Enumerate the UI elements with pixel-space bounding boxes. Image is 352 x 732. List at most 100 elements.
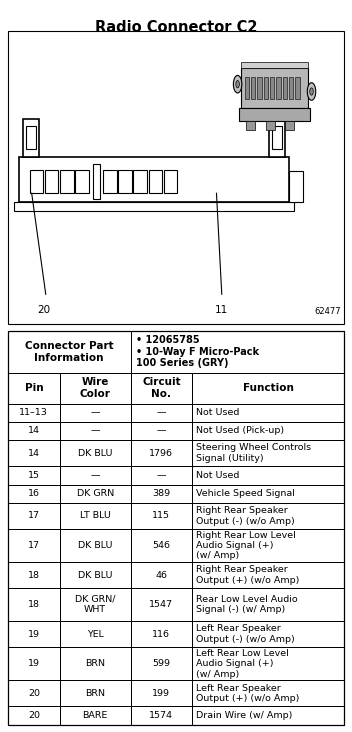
- Text: Not Used: Not Used: [196, 408, 240, 417]
- Bar: [245, 77, 249, 99]
- Bar: [289, 171, 303, 202]
- Bar: [93, 164, 100, 199]
- Text: 20: 20: [28, 711, 40, 720]
- Circle shape: [307, 83, 316, 100]
- Text: 599: 599: [152, 660, 170, 668]
- Text: BARE: BARE: [83, 711, 108, 720]
- Text: DK BLU: DK BLU: [78, 449, 113, 458]
- Text: Function: Function: [243, 383, 294, 393]
- Text: Drain Wire (w/ Amp): Drain Wire (w/ Amp): [196, 711, 293, 720]
- Text: —: —: [90, 427, 100, 436]
- Bar: [239, 108, 310, 121]
- Bar: [118, 170, 132, 193]
- Bar: [272, 126, 282, 149]
- Text: Not Used: Not Used: [196, 471, 240, 480]
- Bar: [23, 119, 39, 157]
- Bar: [269, 119, 285, 157]
- Text: —: —: [157, 427, 166, 436]
- Bar: [251, 77, 255, 99]
- Text: 11: 11: [215, 305, 228, 315]
- Text: 116: 116: [152, 630, 170, 639]
- Text: 20: 20: [28, 689, 40, 698]
- Bar: [241, 62, 308, 68]
- Bar: [133, 170, 147, 193]
- Text: 20: 20: [37, 305, 51, 315]
- Bar: [14, 202, 294, 211]
- Text: DK GRN: DK GRN: [77, 489, 114, 498]
- Text: LT BLU: LT BLU: [80, 512, 111, 520]
- Text: Circuit
No.: Circuit No.: [142, 378, 181, 399]
- Bar: [264, 77, 268, 99]
- Text: —: —: [90, 408, 100, 417]
- Text: 18: 18: [28, 600, 40, 609]
- Bar: [241, 68, 308, 108]
- Text: 18: 18: [28, 570, 40, 580]
- Text: —: —: [90, 471, 100, 480]
- Bar: [149, 170, 162, 193]
- Bar: [8, 331, 344, 725]
- Bar: [246, 121, 255, 130]
- Text: —: —: [157, 471, 166, 480]
- Text: Right Rear Speaker
Output (+) (w/o Amp): Right Rear Speaker Output (+) (w/o Amp): [196, 565, 300, 585]
- Text: 15: 15: [28, 471, 40, 480]
- Text: DK GRN/
WHT: DK GRN/ WHT: [75, 595, 115, 614]
- Text: Radio Connector C2: Radio Connector C2: [95, 20, 257, 35]
- Text: Not Used (Pick-up): Not Used (Pick-up): [196, 427, 284, 436]
- Text: Steering Wheel Controls
Signal (Utility): Steering Wheel Controls Signal (Utility): [196, 444, 312, 463]
- Text: 11–13: 11–13: [19, 408, 48, 417]
- Text: 115: 115: [152, 512, 170, 520]
- Text: DK BLU: DK BLU: [78, 570, 113, 580]
- Text: Rear Low Level Audio
Signal (-) (w/ Amp): Rear Low Level Audio Signal (-) (w/ Amp): [196, 595, 298, 614]
- Text: 1574: 1574: [149, 711, 174, 720]
- Bar: [75, 170, 89, 193]
- Text: 17: 17: [28, 512, 40, 520]
- Circle shape: [236, 81, 239, 88]
- Text: Connector Part
Information: Connector Part Information: [25, 341, 113, 362]
- Text: 389: 389: [152, 489, 170, 498]
- Bar: [19, 157, 289, 202]
- Text: 14: 14: [28, 449, 40, 458]
- Text: DK BLU: DK BLU: [78, 541, 113, 550]
- Text: Left Rear Speaker
Output (-) (w/o Amp): Left Rear Speaker Output (-) (w/o Amp): [196, 624, 295, 644]
- Bar: [270, 77, 274, 99]
- Bar: [289, 77, 293, 99]
- Text: 14: 14: [28, 427, 40, 436]
- Text: Vehicle Speed Signal: Vehicle Speed Signal: [196, 489, 295, 498]
- Text: 1796: 1796: [149, 449, 174, 458]
- Text: 46: 46: [155, 570, 167, 580]
- Text: Left Rear Speaker
Output (+) (w/o Amp): Left Rear Speaker Output (+) (w/o Amp): [196, 684, 300, 703]
- Bar: [283, 77, 287, 99]
- Text: Right Rear Speaker
Output (-) (w/o Amp): Right Rear Speaker Output (-) (w/o Amp): [196, 507, 295, 526]
- Text: 62477: 62477: [315, 307, 341, 316]
- Text: BRN: BRN: [85, 689, 105, 698]
- Circle shape: [233, 75, 242, 93]
- Bar: [266, 121, 275, 130]
- Circle shape: [310, 88, 313, 95]
- Bar: [45, 170, 58, 193]
- Text: 546: 546: [152, 541, 170, 550]
- Bar: [164, 170, 177, 193]
- Bar: [30, 170, 43, 193]
- Text: YEL: YEL: [87, 630, 104, 639]
- Text: Left Rear Low Level
Audio Signal (+)
(w/ Amp): Left Rear Low Level Audio Signal (+) (w/…: [196, 649, 289, 679]
- Text: Pin: Pin: [25, 383, 43, 393]
- Bar: [276, 77, 281, 99]
- Bar: [103, 170, 117, 193]
- Bar: [257, 77, 262, 99]
- Text: 199: 199: [152, 689, 170, 698]
- Text: 19: 19: [28, 630, 40, 639]
- Bar: [295, 77, 300, 99]
- Text: Right Rear Low Level
Audio Signal (+)
(w/ Amp): Right Rear Low Level Audio Signal (+) (w…: [196, 531, 296, 561]
- Bar: [8, 31, 344, 324]
- Text: BRN: BRN: [85, 660, 105, 668]
- Bar: [60, 170, 74, 193]
- Text: Wire
Color: Wire Color: [80, 378, 111, 399]
- Text: —: —: [157, 408, 166, 417]
- Bar: [26, 126, 36, 149]
- Text: 1547: 1547: [149, 600, 174, 609]
- Text: • 12065785
• 10-Way F Micro-Pack
100 Series (GRY): • 12065785 • 10-Way F Micro-Pack 100 Ser…: [136, 335, 259, 368]
- Text: 16: 16: [28, 489, 40, 498]
- Text: 17: 17: [28, 541, 40, 550]
- Text: 19: 19: [28, 660, 40, 668]
- Bar: [285, 121, 294, 130]
